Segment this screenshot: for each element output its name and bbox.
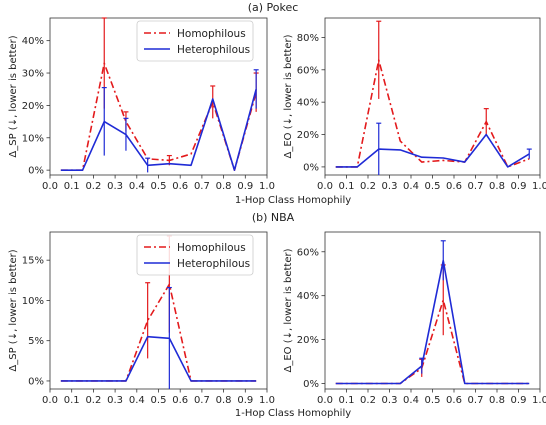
legend-label-heterophilous: Heterophilous xyxy=(177,44,250,56)
y-tick-label: 60% xyxy=(297,247,319,258)
x-tick-label: 0.8 xyxy=(489,395,505,406)
chart-pokec-eo: 0.0 0.1 0.2 0.3 0.4 0.5 0.6 0.7 0.8 0.9 1.0 0% 20% 40… xyxy=(283,17,546,192)
x-tick-label: 0.4 xyxy=(403,181,419,192)
series-line-homophilous xyxy=(60,62,257,171)
x-tick-label: 0.4 xyxy=(403,395,419,406)
y-tick-label: 40% xyxy=(297,98,319,109)
y-tick-label: 0% xyxy=(303,379,319,390)
series-line-homophilous xyxy=(335,59,530,168)
x-tick-label: 0.6 xyxy=(172,395,188,406)
x-tick-label: 0.5 xyxy=(151,181,167,192)
x-tick-label: 0.2 xyxy=(360,181,376,192)
x-tick-label: 1.0 xyxy=(259,181,275,192)
y-axis-title: Δ_SP (↓, lower is better) xyxy=(8,35,19,157)
x-tick-label: 0.7 xyxy=(194,395,210,406)
x-tick-label: 0.2 xyxy=(360,395,376,406)
x-tick-label: 0.3 xyxy=(382,395,398,406)
y-tick-label: 20% xyxy=(22,101,44,112)
plot-frame xyxy=(324,17,541,176)
chart-nba-sp: 0.0 0.1 0.2 0.3 0.4 0.5 0.6 0.7 0.8 0.9 1.0 0% 5% 10%… xyxy=(8,231,275,406)
x-tick-label: 0.5 xyxy=(425,181,441,192)
series-line-heterophilous xyxy=(60,89,257,171)
y-tick-label: 30% xyxy=(22,69,44,80)
figure-title-bottom: (b) NBA xyxy=(252,211,295,224)
x-tick-label: 0.3 xyxy=(107,181,123,192)
y-tick-label: 10% xyxy=(22,133,44,144)
x-tick-label: 0.8 xyxy=(216,181,232,192)
x-tick-label: 0.2 xyxy=(85,395,101,406)
x-axis-title-top: 1-Hop Class Homophily xyxy=(235,195,351,206)
x-tick-label: 1.0 xyxy=(259,395,275,406)
series-line-heterophilous xyxy=(335,133,530,168)
x-tick-label: 0.7 xyxy=(194,181,210,192)
y-tick-label: 0% xyxy=(28,166,44,177)
x-tick-label: 0.0 xyxy=(317,181,333,192)
x-tick-label: 0.4 xyxy=(129,181,145,192)
chart-nba-eo: 0.0 0.1 0.2 0.3 0.4 0.5 0.6 0.7 0.8 0.9 1.0 0% 20% 40… xyxy=(283,231,546,406)
y-tick-label: 15% xyxy=(22,256,44,267)
y-tick-label: 20% xyxy=(297,130,319,141)
y-axis-title: Δ_EO (↓, lower is better) xyxy=(283,34,294,158)
x-tick-label: 0.3 xyxy=(107,395,123,406)
x-tick-label: 0.9 xyxy=(237,181,253,192)
x-tick-label: 0.9 xyxy=(237,395,253,406)
x-tick-label: 0.5 xyxy=(151,395,167,406)
y-axis-title: Δ_EO (↓, lower is better) xyxy=(283,248,294,372)
x-tick-label: 0.2 xyxy=(85,181,101,192)
y-tick-label: 0% xyxy=(303,162,319,173)
x-tick-label: 0.9 xyxy=(511,395,527,406)
legend-label-heterophilous: Heterophilous xyxy=(177,258,250,270)
x-tick-label: 0.3 xyxy=(382,181,398,192)
series-line-heterophilous xyxy=(335,259,530,385)
y-tick-label: 80% xyxy=(297,33,319,44)
x-tick-label: 0.0 xyxy=(42,395,58,406)
x-tick-label: 0.6 xyxy=(446,181,462,192)
series-line-homophilous xyxy=(60,283,257,382)
y-tick-label: 0% xyxy=(28,376,44,387)
x-tick-label: 0.6 xyxy=(172,181,188,192)
legend-label-homophilous: Homophilous xyxy=(177,242,246,254)
x-tick-label: 0.8 xyxy=(216,395,232,406)
x-tick-label: 0.0 xyxy=(42,181,58,192)
x-tick-label: 1.0 xyxy=(532,181,546,192)
y-tick-label: 40% xyxy=(297,291,319,302)
y-tick-label: 10% xyxy=(22,296,44,307)
series-line-heterophilous xyxy=(60,335,257,382)
y-axis-title: Δ_SP (↓, lower is better) xyxy=(8,249,19,371)
figure-title-top: (a) Pokec xyxy=(248,1,299,14)
x-tick-label: 1.0 xyxy=(532,395,546,406)
y-tick-label: 20% xyxy=(297,335,319,346)
legend-box xyxy=(136,234,254,276)
y-tick-label: 5% xyxy=(28,336,44,347)
x-tick-label: 0.8 xyxy=(489,181,505,192)
x-tick-label: 0.1 xyxy=(64,181,80,192)
legend-box xyxy=(136,20,254,62)
x-tick-label: 0.1 xyxy=(64,395,80,406)
x-tick-label: 0.1 xyxy=(339,181,355,192)
x-tick-label: 0.0 xyxy=(317,395,333,406)
legend-label-homophilous: Homophilous xyxy=(177,28,246,40)
x-tick-label: 0.1 xyxy=(339,395,355,406)
x-tick-label: 0.7 xyxy=(468,395,484,406)
x-tick-label: 0.9 xyxy=(511,181,527,192)
y-tick-label: 60% xyxy=(297,65,319,76)
x-tick-label: 0.7 xyxy=(468,181,484,192)
x-tick-label: 0.5 xyxy=(425,395,441,406)
x-axis-title-bottom: 1-Hop Class Homophily xyxy=(235,408,351,419)
x-tick-label: 0.4 xyxy=(129,395,145,406)
chart-panels: 0.0 0.1 0.2 0.3 0.4 0.5 0.6 0.7 0.8 0.9 1.0 0% 10% 20… xyxy=(8,17,546,406)
y-tick-label: 40% xyxy=(22,36,44,47)
chart-pokec-sp: 0.0 0.1 0.2 0.3 0.4 0.5 0.6 0.7 0.8 0.9 1.0 0% 10% 20… xyxy=(8,17,275,192)
x-tick-label: 0.6 xyxy=(446,395,462,406)
